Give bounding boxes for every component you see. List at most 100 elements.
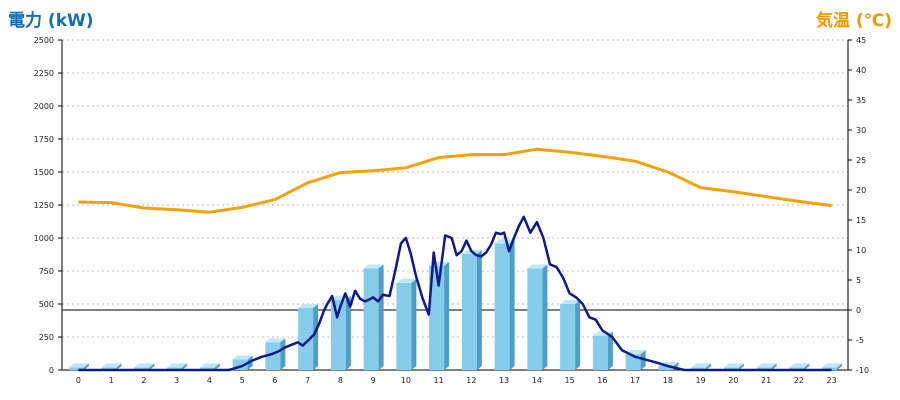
x-axis-tick-label: 1: [109, 376, 114, 385]
power-bar: [330, 300, 346, 370]
power-bar-side: [542, 264, 548, 370]
right-axis-tick-label: 5: [856, 276, 861, 285]
power-bar-side: [378, 264, 384, 370]
left-axis-tick-label: 1000: [34, 234, 54, 243]
power-bar: [822, 367, 838, 370]
power-bar: [789, 367, 805, 370]
x-axis-tick-label: 16: [597, 376, 607, 385]
power-bar-top: [756, 363, 777, 368]
power-bar-top: [723, 363, 744, 368]
power-bar: [756, 367, 772, 370]
power-bar: [429, 265, 445, 370]
power-bar: [592, 335, 608, 370]
power-bar: [199, 367, 215, 370]
left-axis-tick-label: 2500: [34, 36, 54, 45]
left-axis-title: 電力 (kW): [8, 11, 94, 31]
power-bar: [68, 367, 84, 370]
right-axis-tick-label: 25: [856, 156, 866, 165]
power-bar-top: [363, 264, 384, 269]
power-bar-side: [182, 363, 188, 370]
left-axis-tick-label: 1250: [34, 201, 54, 210]
power-bar-side: [706, 363, 712, 370]
right-axis-tick-label: 40: [856, 66, 866, 75]
x-axis-tick-label: 9: [371, 376, 376, 385]
power-bar-top: [560, 300, 581, 304]
power-bar-side: [509, 239, 515, 370]
right-axis-tick-label: 45: [856, 36, 866, 45]
x-axis-tick-label: 21: [761, 376, 771, 385]
right-axis-tick-label: 15: [856, 216, 866, 225]
power-bar-side: [476, 249, 482, 370]
power-bar-side: [411, 278, 417, 370]
power-bar: [167, 367, 183, 370]
left-axis-tick-label: 2250: [34, 69, 54, 78]
power-line: [78, 215, 832, 372]
x-axis-tick-label: 6: [272, 376, 277, 385]
power-bar: [461, 253, 477, 370]
power-bar: [560, 304, 576, 370]
power-bar: [494, 243, 510, 370]
power-bar-top: [494, 239, 515, 244]
power-bar: [658, 366, 674, 370]
x-axis-tick-label: 19: [696, 376, 706, 385]
power-bar-top: [789, 363, 810, 368]
power-bar: [298, 307, 314, 370]
power-bar: [363, 268, 379, 370]
right-axis-tick-label: -10: [856, 366, 869, 375]
left-axis-tick-label: 2000: [34, 102, 54, 111]
power-bar-top: [396, 278, 417, 283]
power-bar: [396, 282, 412, 370]
power-bar-top: [232, 355, 253, 360]
power-bar-side: [149, 363, 155, 370]
x-axis-tick-label: 7: [305, 376, 310, 385]
power-bar-side: [83, 363, 89, 370]
power-bar: [691, 367, 707, 370]
power-bar-top: [68, 363, 89, 368]
power-bar: [527, 268, 543, 370]
power-bar-side: [444, 261, 450, 370]
right-axis-tick-label: 10: [856, 246, 866, 255]
power-bar-side: [804, 363, 810, 370]
right-axis-tick-label: 30: [856, 126, 866, 135]
power-bar-side: [771, 363, 777, 370]
power-bar-top: [101, 363, 122, 368]
power-bar: [265, 342, 281, 370]
right-axis-tick-label: 20: [856, 186, 866, 195]
power-bar-top: [134, 363, 155, 368]
power-bar-side: [116, 363, 122, 370]
temperature-line: [78, 147, 832, 214]
x-axis-tick-label: 12: [466, 376, 476, 385]
power-bar-side: [214, 363, 220, 370]
x-axis-tick-label: 18: [663, 376, 673, 385]
power-bar-top: [199, 363, 220, 368]
power-bar-top: [298, 303, 319, 308]
x-axis-tick-label: 13: [499, 376, 509, 385]
left-axis-tick-label: 750: [39, 267, 54, 276]
power-bar-top: [265, 338, 286, 343]
x-axis-tick-label: 2: [141, 376, 146, 385]
power-bar-top: [691, 363, 712, 368]
left-axis-tick-label: 0: [49, 366, 54, 375]
left-axis-tick-label: 250: [39, 333, 54, 342]
left-axis-tick-label: 1500: [34, 168, 54, 177]
power-bar-side: [837, 363, 843, 370]
right-axis-tick-label: 0: [856, 306, 861, 315]
x-axis-tick-label: 3: [174, 376, 179, 385]
right-axis-tick-label: -5: [856, 336, 864, 345]
x-axis-tick-label: 20: [728, 376, 738, 385]
x-axis-tick-label: 0: [76, 376, 81, 385]
x-axis-tick-label: 11: [434, 376, 444, 385]
left-axis-tick-label: 500: [39, 300, 54, 309]
x-axis-tick-label: 17: [630, 376, 640, 385]
x-axis-tick-label: 23: [827, 376, 837, 385]
power-bar-top: [527, 264, 548, 269]
power-bar: [134, 367, 150, 370]
right-axis-tick-label: 35: [856, 96, 866, 105]
power-bar: [232, 359, 248, 370]
x-axis-tick-label: 5: [240, 376, 245, 385]
x-axis-tick-label: 14: [532, 376, 542, 385]
power-bar: [723, 367, 739, 370]
power-bar-side: [607, 331, 613, 370]
power-bar-top: [167, 363, 188, 368]
power-bar-top: [822, 363, 843, 368]
